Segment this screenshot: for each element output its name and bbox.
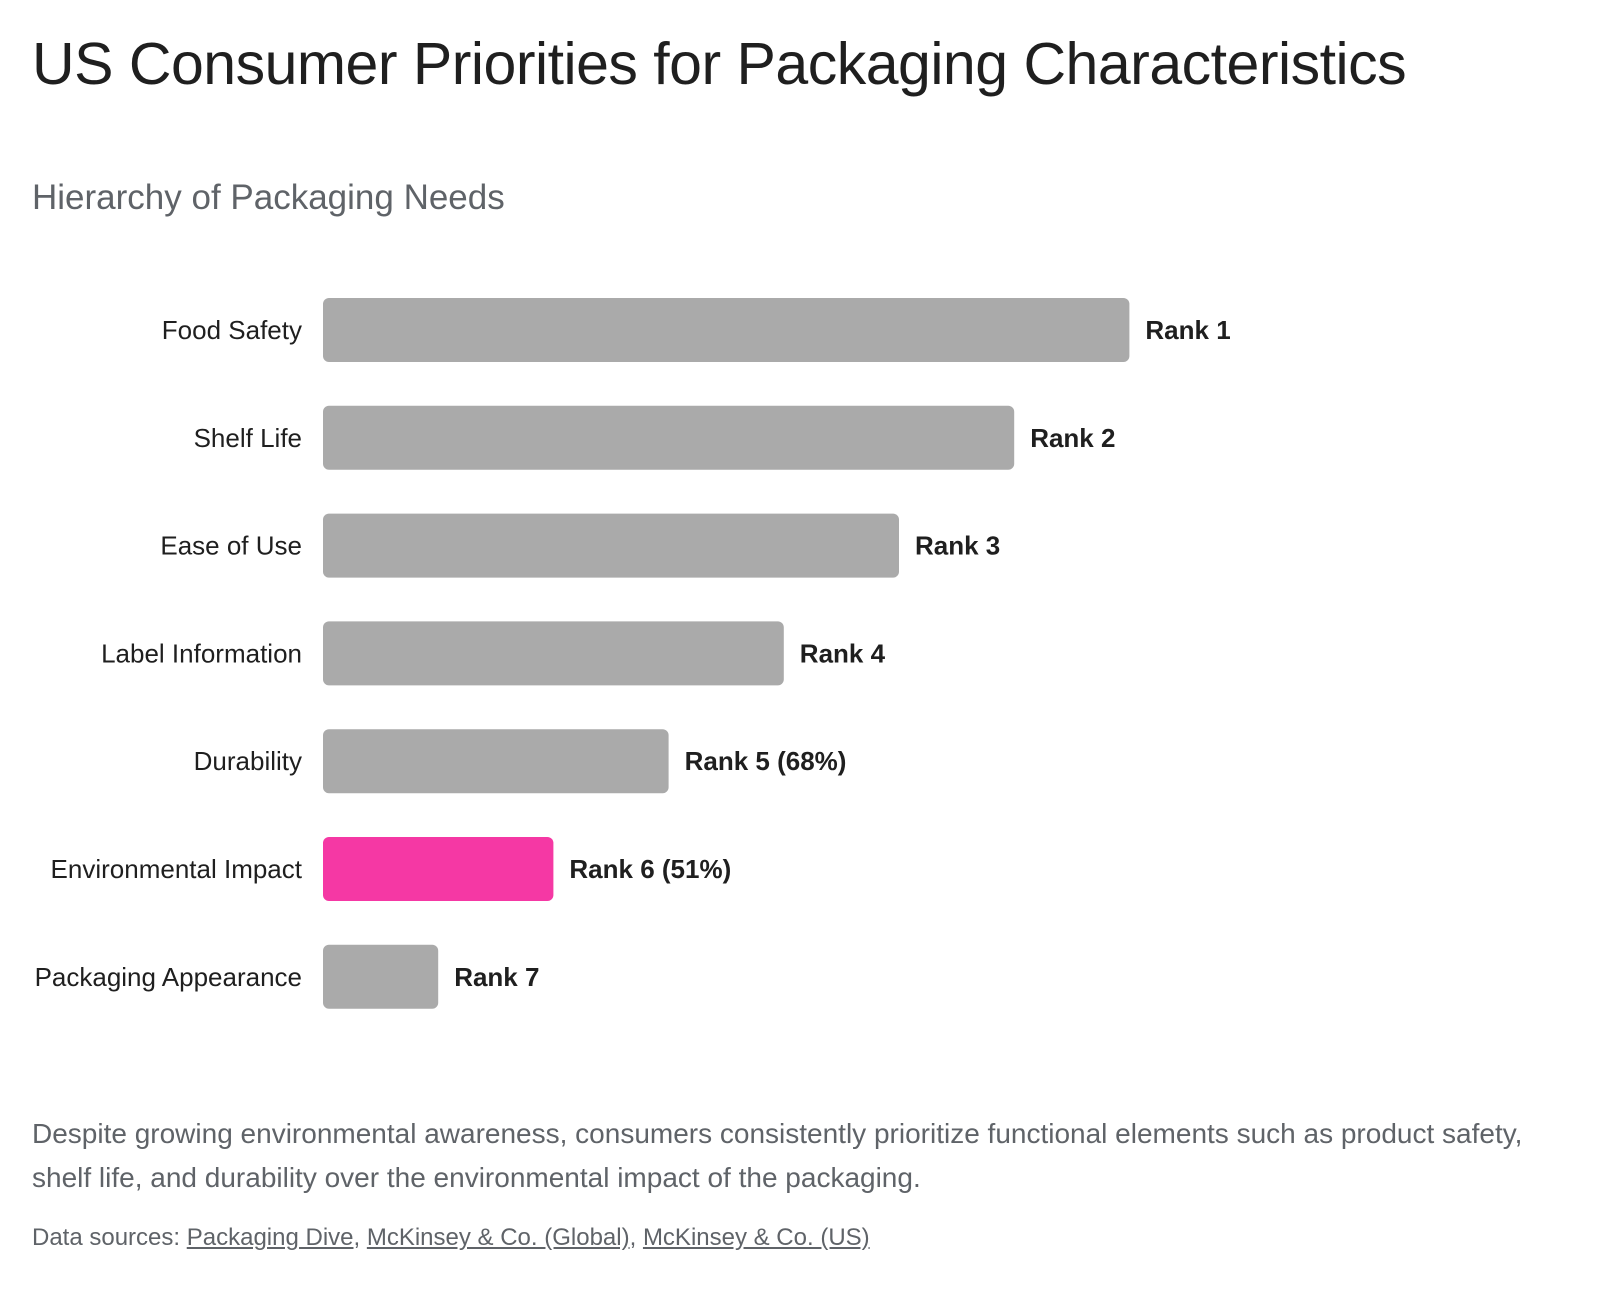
data-label-label-information: Rank 4 [800, 638, 886, 668]
category-label-food-safety: Food Safety [162, 315, 302, 345]
data-label-environmental-impact: Rank 6 (51%) [569, 854, 731, 884]
category-label-packaging-appearance: Packaging Appearance [35, 962, 302, 992]
data-label-shelf-life: Rank 2 [1030, 423, 1115, 453]
bar-durability [323, 729, 669, 794]
bar-label-information [323, 621, 784, 686]
bar-packaging-appearance [323, 944, 439, 1009]
data-sources: Data sources: Packaging Dive, McKinsey &… [32, 1224, 870, 1252]
data-label-food-safety: Rank 1 [1145, 315, 1230, 345]
category-label-durability: Durability [194, 746, 302, 776]
source-link-packaging-dive[interactable]: Packaging Dive [186, 1224, 354, 1251]
sources-separator: , [629, 1224, 643, 1251]
bar-ease-of-use [323, 513, 899, 578]
bar-food-safety [323, 298, 1130, 362]
category-label-environmental-impact: Environmental Impact [51, 854, 303, 884]
chart-container: Food Safety Rank 1 Shelf Life Rank 2 Ease of… [32, 270, 1568, 1060]
page-title: US Consumer Priorities for Packaging Cha… [32, 31, 1407, 97]
source-link-mckinsey-global[interactable]: McKinsey & Co. (Global) [366, 1224, 630, 1251]
data-label-durability: Rank 5 (68%) [685, 746, 847, 776]
bar-environmental-impact [323, 837, 554, 901]
sources-separator: , [353, 1224, 367, 1251]
bar-shelf-life [323, 405, 1015, 470]
chart-subtitle: Hierarchy of Packaging Needs [32, 178, 505, 217]
bar-chart: Food Safety Rank 1 Shelf Life Rank 2 Ease of… [35, 298, 1231, 1009]
category-label-ease-of-use: Ease of Use [160, 531, 302, 561]
category-label-label-information: Label Information [101, 638, 302, 668]
source-link-mckinsey-us[interactable]: McKinsey & Co. (US) [642, 1224, 870, 1251]
category-label-shelf-life: Shelf Life [194, 423, 302, 453]
sources-prefix: Data sources: [32, 1224, 187, 1251]
chart-caption: Despite growing environmental awareness,… [32, 1118, 1523, 1193]
data-label-packaging-appearance: Rank 7 [454, 962, 539, 992]
data-label-ease-of-use: Rank 3 [915, 531, 1000, 561]
